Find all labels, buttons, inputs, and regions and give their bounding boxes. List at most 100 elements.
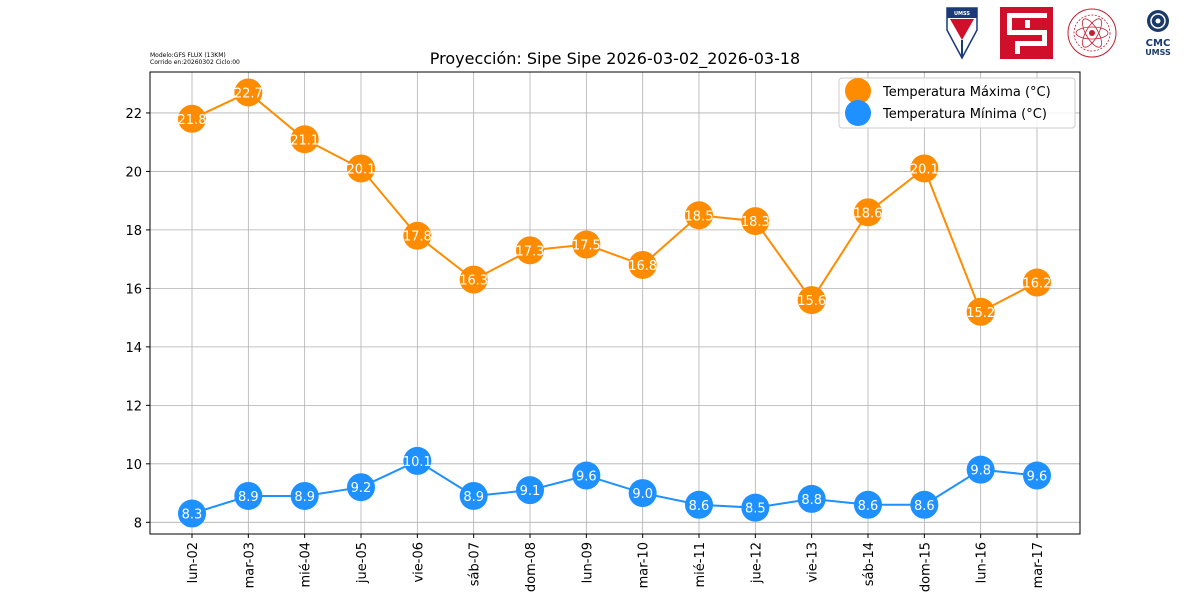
y-tick-label: 16 bbox=[125, 282, 142, 297]
data-label: 21.8 bbox=[178, 113, 207, 128]
data-point bbox=[234, 78, 263, 107]
x-tick-label: vie-06 bbox=[411, 542, 426, 583]
plot-frame bbox=[149, 71, 1081, 535]
data-point bbox=[854, 198, 882, 227]
data-label: 22.7 bbox=[234, 86, 263, 101]
data-label: 10.1 bbox=[403, 455, 432, 470]
data-point bbox=[178, 499, 206, 528]
data-label: 9.2 bbox=[351, 481, 372, 496]
data-point bbox=[1023, 461, 1051, 490]
legend-label: Temperatura Máxima (°C) bbox=[882, 85, 1051, 100]
data-point bbox=[516, 476, 544, 505]
data-point bbox=[178, 104, 206, 133]
x-tick-label: lun-16 bbox=[975, 542, 990, 583]
data-point bbox=[797, 484, 826, 513]
data-label: 18.5 bbox=[685, 209, 714, 224]
data-label: 18.3 bbox=[741, 215, 770, 230]
data-label: 15.2 bbox=[966, 306, 995, 321]
data-label: 9.1 bbox=[520, 484, 541, 499]
data-point bbox=[572, 230, 601, 259]
data-label: 20.1 bbox=[347, 162, 376, 177]
x-tick-label: mar-10 bbox=[637, 542, 652, 588]
model-info: Modelo:GFS FLUX (13KM) bbox=[150, 52, 226, 59]
data-point bbox=[459, 481, 488, 510]
data-label: 15.6 bbox=[797, 294, 826, 309]
data-label: 9.6 bbox=[576, 470, 597, 485]
data-label: 9.8 bbox=[970, 464, 991, 479]
umss-shield-logo: UMSS bbox=[946, 7, 978, 60]
cmc-umss-logo: CMC UMSS bbox=[1145, 10, 1171, 57]
data-label: 16.2 bbox=[1023, 277, 1052, 292]
legend-marker bbox=[845, 100, 871, 126]
series-line-1 bbox=[191, 459, 1038, 515]
data-label: 9.6 bbox=[1027, 470, 1048, 485]
data-label: 16.8 bbox=[628, 259, 657, 274]
data-point bbox=[459, 265, 488, 294]
data-point bbox=[854, 490, 882, 519]
data-point bbox=[741, 207, 770, 236]
y-tick-label: 8 bbox=[134, 516, 142, 531]
data-label: 8.5 bbox=[745, 502, 766, 517]
data-label: 20.1 bbox=[910, 162, 939, 177]
data-point bbox=[516, 236, 544, 265]
x-tick-label: dom-08 bbox=[524, 542, 539, 592]
y-tick-label: 12 bbox=[125, 399, 142, 414]
data-point bbox=[966, 455, 995, 484]
x-tick-label: dom-15 bbox=[918, 542, 933, 592]
y-tick-label: 14 bbox=[125, 341, 142, 356]
data-point bbox=[234, 481, 263, 510]
data-point bbox=[741, 493, 770, 522]
data-point bbox=[347, 154, 375, 183]
plot-area: 8 10 12 14 16 18 20 22 lun-02 mar-03 mié-04 jue-05 v… bbox=[125, 71, 1081, 592]
data-point bbox=[628, 250, 657, 279]
data-label: 17.3 bbox=[516, 244, 545, 259]
data-label: 8.9 bbox=[294, 490, 315, 505]
data-point bbox=[290, 125, 319, 154]
data-label: 8.9 bbox=[463, 490, 484, 505]
series-line-0 bbox=[191, 91, 1038, 314]
data-point bbox=[347, 473, 375, 502]
legend-label: Temperatura Mínima (°C) bbox=[882, 107, 1047, 122]
data-point bbox=[685, 490, 713, 519]
x-tick-label: vie-13 bbox=[806, 542, 821, 583]
x-tick-label: lun-09 bbox=[580, 542, 595, 583]
data-point bbox=[572, 461, 601, 490]
y-tick-label: 18 bbox=[125, 224, 142, 239]
data-point bbox=[628, 479, 657, 508]
y-tick-label: 22 bbox=[125, 107, 142, 122]
data-label: 8.6 bbox=[914, 499, 935, 514]
data-point bbox=[685, 201, 713, 230]
data-label: 16.3 bbox=[459, 274, 488, 289]
data-label: 18.6 bbox=[854, 206, 883, 221]
x-tick-label: sáb-14 bbox=[862, 542, 877, 586]
data-label: 8.6 bbox=[689, 499, 710, 514]
x-tick-label: mié-11 bbox=[693, 542, 708, 588]
legend: Temperatura Máxima (°C) Temperatura Mínim… bbox=[838, 77, 1076, 129]
data-point bbox=[290, 481, 319, 510]
y-tick-label: 10 bbox=[125, 458, 142, 473]
x-tick-label: mar-03 bbox=[242, 542, 257, 588]
cmc-text: CMC bbox=[1146, 38, 1171, 49]
faculty-logo bbox=[1000, 7, 1053, 59]
seal-logo bbox=[1067, 8, 1117, 58]
data-label: 8.6 bbox=[858, 499, 879, 514]
x-tick-label: lun-02 bbox=[186, 542, 201, 583]
data-label: 8.3 bbox=[182, 508, 203, 523]
data-point bbox=[797, 286, 826, 315]
legend-box bbox=[838, 77, 1076, 129]
data-label: 21.1 bbox=[290, 133, 319, 148]
data-label: 17.5 bbox=[572, 239, 601, 254]
x-tick-label: sáb-07 bbox=[468, 542, 483, 586]
chart-title: Proyección: Sipe Sipe 2026-03-02_2026-03… bbox=[430, 49, 800, 69]
umss-shield-text: UMSS bbox=[954, 11, 970, 17]
data-label: 17.8 bbox=[403, 230, 432, 245]
data-point bbox=[1023, 268, 1051, 297]
data-label: 8.8 bbox=[801, 493, 822, 508]
data-label: 8.9 bbox=[238, 490, 259, 505]
x-tick-label: jue-05 bbox=[355, 542, 370, 584]
y-tick-label: 20 bbox=[125, 165, 142, 180]
cmc-umss-text: UMSS bbox=[1145, 48, 1171, 57]
x-tick-label: mar-17 bbox=[1031, 542, 1046, 588]
data-point bbox=[910, 154, 939, 183]
